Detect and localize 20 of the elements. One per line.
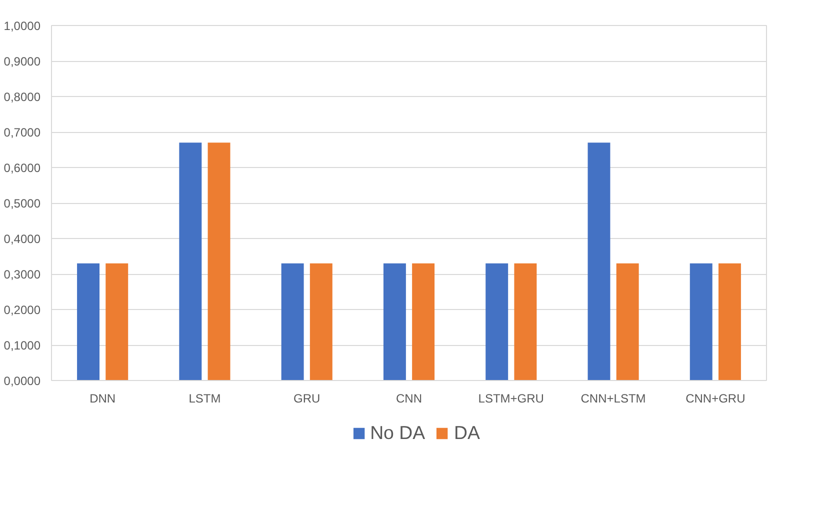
y-tick-label: 0,3000	[4, 268, 41, 282]
y-tick-label: 0,0000	[4, 374, 41, 388]
legend-label: No DA	[370, 422, 426, 444]
y-tick-label: 0,4000	[4, 232, 41, 246]
y-tick-label: 0,7000	[4, 126, 41, 140]
y-tick-label: 1,0000	[4, 19, 41, 33]
x-tick-label: CNN	[396, 392, 422, 406]
y-tick-label: 0,6000	[4, 161, 41, 175]
x-tick-label: CNN+LSTM	[580, 392, 646, 406]
x-tick-label: LSTM+GRU	[478, 392, 544, 406]
y-tick-label: 0,8000	[4, 90, 41, 104]
x-tick-label: CNN+GRU	[686, 392, 746, 406]
y-tick-label: 0,9000	[4, 54, 41, 68]
y-tick-label: 0,5000	[4, 196, 41, 210]
x-tick-label: LSTM	[188, 392, 221, 406]
y-tick-label: 0,1000	[4, 338, 41, 352]
x-tick-label: DNN	[90, 392, 116, 406]
legend-label: DA	[454, 422, 480, 444]
x-tick-label: GRU	[294, 392, 320, 406]
y-tick-label: 0,2000	[4, 303, 41, 317]
